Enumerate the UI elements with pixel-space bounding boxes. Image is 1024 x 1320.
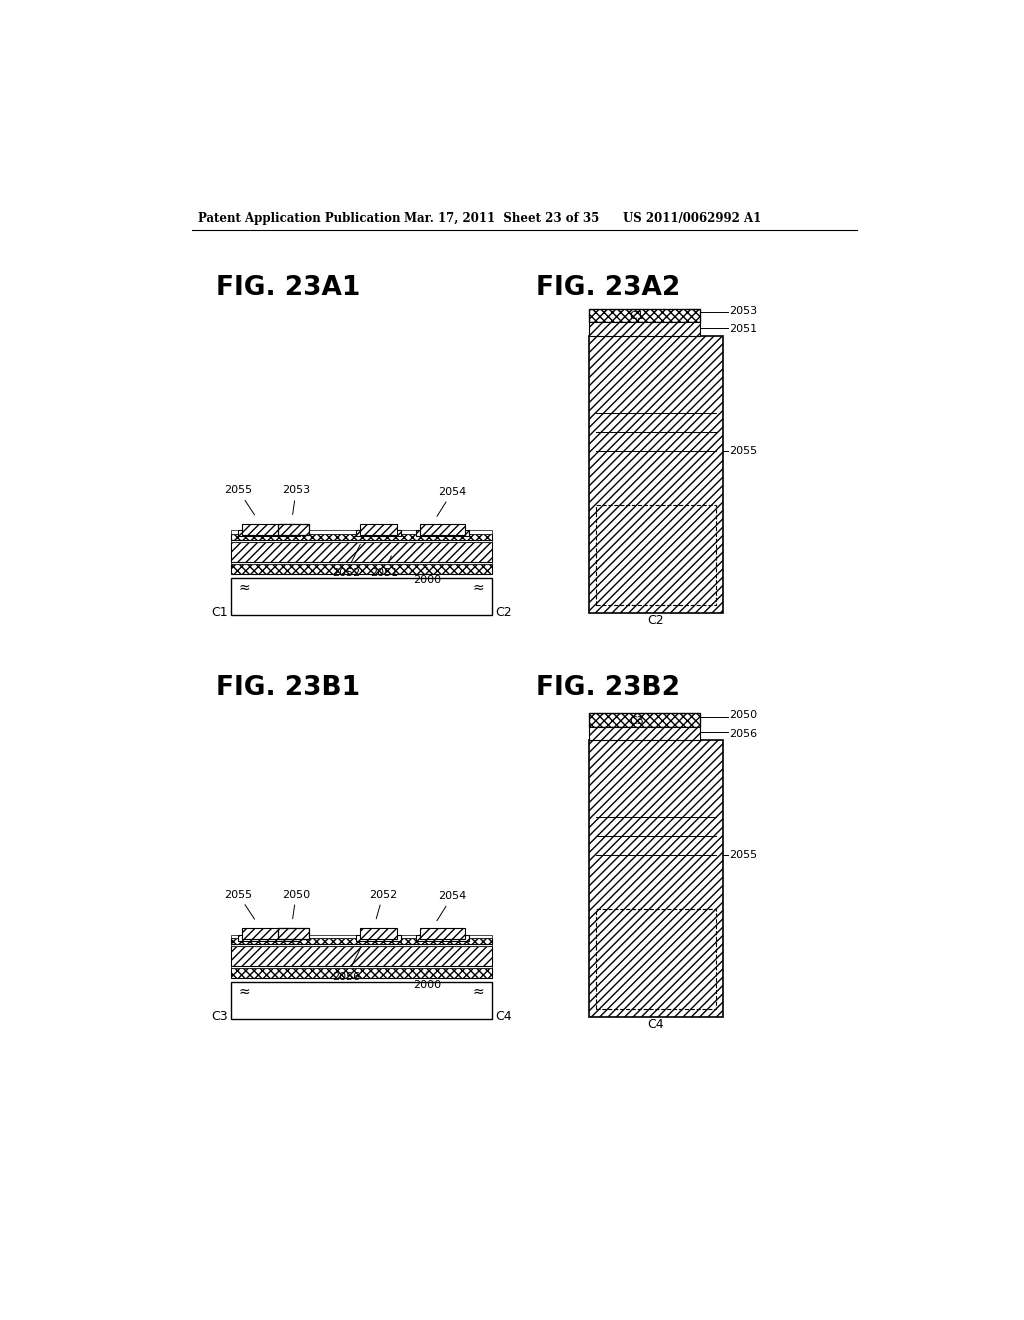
Bar — [356, 935, 400, 941]
Text: C1: C1 — [629, 312, 644, 321]
Bar — [356, 531, 400, 536]
Text: ≈: ≈ — [239, 985, 250, 999]
Text: 2054: 2054 — [437, 487, 467, 516]
Text: 2053: 2053 — [282, 486, 310, 515]
Bar — [596, 504, 716, 605]
Bar — [589, 726, 700, 739]
Text: 2000: 2000 — [413, 972, 441, 990]
Text: ≈: ≈ — [239, 581, 250, 595]
Text: 2055: 2055 — [730, 446, 758, 455]
Bar — [416, 935, 469, 941]
Text: FIG. 23A1: FIG. 23A1 — [216, 275, 360, 301]
Text: C2: C2 — [647, 614, 664, 627]
Bar — [230, 540, 493, 543]
Bar — [230, 982, 493, 1019]
Bar — [230, 969, 493, 978]
Bar — [230, 562, 493, 564]
Bar — [230, 535, 493, 540]
Bar — [230, 944, 493, 946]
Text: Patent Application Publication: Patent Application Publication — [198, 213, 400, 224]
Bar — [230, 578, 493, 615]
Bar — [230, 939, 493, 944]
Bar — [239, 935, 300, 941]
Text: 2054: 2054 — [437, 891, 467, 920]
Bar — [279, 928, 309, 940]
Text: 2055: 2055 — [224, 890, 255, 919]
Bar — [230, 966, 493, 969]
Bar — [243, 524, 296, 535]
Bar — [589, 309, 700, 322]
Bar — [230, 531, 493, 535]
Text: 2056: 2056 — [730, 729, 758, 739]
Text: 2051: 2051 — [371, 556, 398, 578]
Bar — [360, 928, 397, 940]
Text: C4: C4 — [496, 1010, 512, 1023]
Text: C2: C2 — [496, 606, 512, 619]
Text: C1: C1 — [211, 606, 227, 619]
Text: ≈: ≈ — [473, 581, 484, 595]
Bar — [589, 739, 724, 1016]
Bar — [230, 946, 493, 966]
Bar — [230, 564, 493, 574]
Bar — [416, 531, 469, 536]
Text: FIG. 23A2: FIG. 23A2 — [536, 275, 680, 301]
Bar — [360, 524, 397, 535]
Bar — [589, 322, 700, 335]
Bar — [589, 335, 724, 612]
Bar — [589, 713, 700, 726]
Bar — [243, 928, 296, 940]
Text: 2053: 2053 — [730, 306, 758, 315]
Bar — [230, 935, 493, 939]
Text: 2000: 2000 — [413, 568, 441, 585]
Text: 2055: 2055 — [730, 850, 758, 861]
Text: C3: C3 — [211, 1010, 227, 1023]
Text: 2056: 2056 — [332, 949, 360, 982]
Text: 2055: 2055 — [224, 486, 255, 515]
Bar — [420, 928, 465, 940]
Text: ≈: ≈ — [473, 985, 484, 999]
Bar — [279, 524, 309, 535]
Text: FIG. 23B2: FIG. 23B2 — [536, 675, 680, 701]
Bar — [596, 909, 716, 1010]
Text: US 2011/0062992 A1: US 2011/0062992 A1 — [624, 213, 762, 224]
Text: C4: C4 — [647, 1018, 664, 1031]
Text: 2051: 2051 — [730, 325, 758, 334]
Text: 2050: 2050 — [730, 710, 758, 721]
Text: 2052: 2052 — [332, 544, 360, 578]
Text: 2050: 2050 — [282, 890, 310, 919]
Bar — [239, 531, 300, 536]
Text: C3: C3 — [629, 715, 644, 726]
Bar — [230, 543, 493, 562]
Text: Mar. 17, 2011  Sheet 23 of 35: Mar. 17, 2011 Sheet 23 of 35 — [403, 213, 599, 224]
Text: FIG. 23B1: FIG. 23B1 — [216, 675, 360, 701]
Text: 2052: 2052 — [369, 890, 397, 919]
Bar — [420, 524, 465, 535]
